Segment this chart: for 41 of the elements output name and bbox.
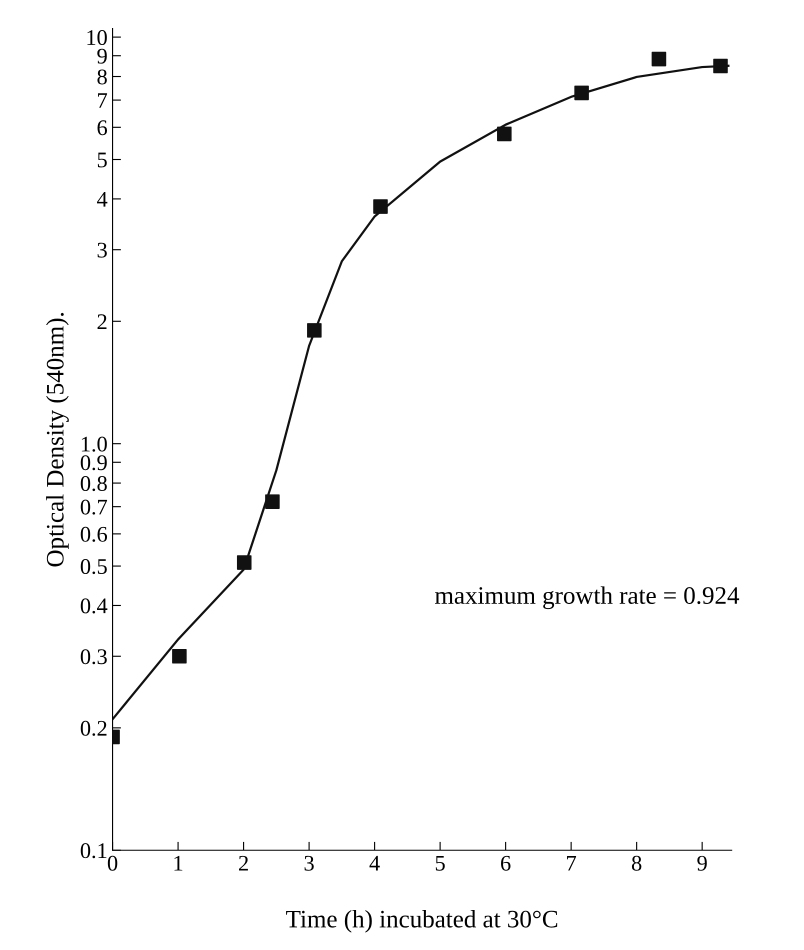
y-tick-label: 0.3 xyxy=(80,649,107,664)
y-tick-label: 2 xyxy=(98,314,106,330)
x-tick-label: 1 xyxy=(174,856,182,871)
y-tick-label: 5 xyxy=(98,152,107,168)
point xyxy=(172,648,187,664)
point xyxy=(652,52,666,66)
y-tick-label: 7 xyxy=(98,93,108,108)
x-tick-label: 0 xyxy=(108,856,118,871)
x-tick-label: 3 xyxy=(304,856,314,871)
y-tick-label: 4 xyxy=(97,192,108,207)
point xyxy=(265,494,280,509)
x-tick-label: 9 xyxy=(697,856,707,871)
x-tick-label: 5 xyxy=(436,856,445,871)
y-tick-label: 0.7 xyxy=(80,500,108,515)
point xyxy=(236,555,252,570)
y-tick-label: 0.2 xyxy=(80,720,106,736)
point xyxy=(574,86,589,100)
y-tick-label: 0.6 xyxy=(80,526,108,542)
y-tick-label: 0.5 xyxy=(80,559,107,574)
x-axis-title: Time (h) incubated at 30°C xyxy=(286,910,558,933)
point xyxy=(713,58,728,74)
point xyxy=(307,323,322,338)
point xyxy=(373,199,388,214)
x-tick-label: 2 xyxy=(239,856,248,871)
x-tick-label: 7 xyxy=(567,856,576,871)
x-tick-label: 8 xyxy=(632,856,642,871)
x-tick-label: 6 xyxy=(501,856,511,871)
x-tick-label: 4 xyxy=(369,856,380,871)
y-tick-label: 0.4 xyxy=(80,598,108,614)
y-tick-label: 3 xyxy=(98,242,107,258)
y-tick-label: 0.1 xyxy=(80,843,106,858)
annotation: maximum growth rate = 0.924 xyxy=(435,586,740,610)
y-tick-label: 8 xyxy=(97,69,107,84)
y-tick-label: 0.9 xyxy=(80,455,107,470)
y-tick-label: 9 xyxy=(97,48,107,64)
y-tick-label: 6 xyxy=(98,120,108,136)
y-axis-title: Optical Density (540nm). xyxy=(46,312,69,566)
y-tick-label: 1.0 xyxy=(82,436,107,452)
point xyxy=(497,126,512,142)
y-tick-label: 10 xyxy=(87,30,107,46)
y-tick-label: 0.8 xyxy=(80,476,107,492)
